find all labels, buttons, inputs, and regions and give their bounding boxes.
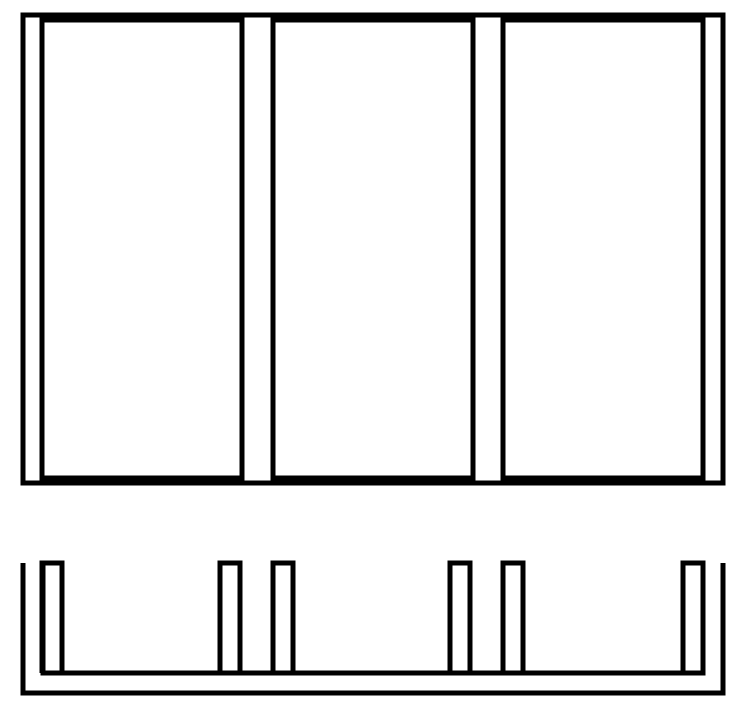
profile-inner (43, 563, 703, 673)
profile-rib-5 (683, 563, 703, 673)
profile-rib-4 (503, 563, 523, 673)
top-view-slat-0 (42, 20, 242, 478)
profile-rib-2 (273, 563, 293, 673)
top-view-slat-1 (273, 20, 473, 478)
profile-rib-3 (450, 563, 470, 673)
pallet-figure (0, 0, 746, 704)
top-view-outer (23, 15, 723, 483)
top-view-slat-2 (503, 20, 703, 478)
profile-rib-1 (220, 563, 240, 673)
